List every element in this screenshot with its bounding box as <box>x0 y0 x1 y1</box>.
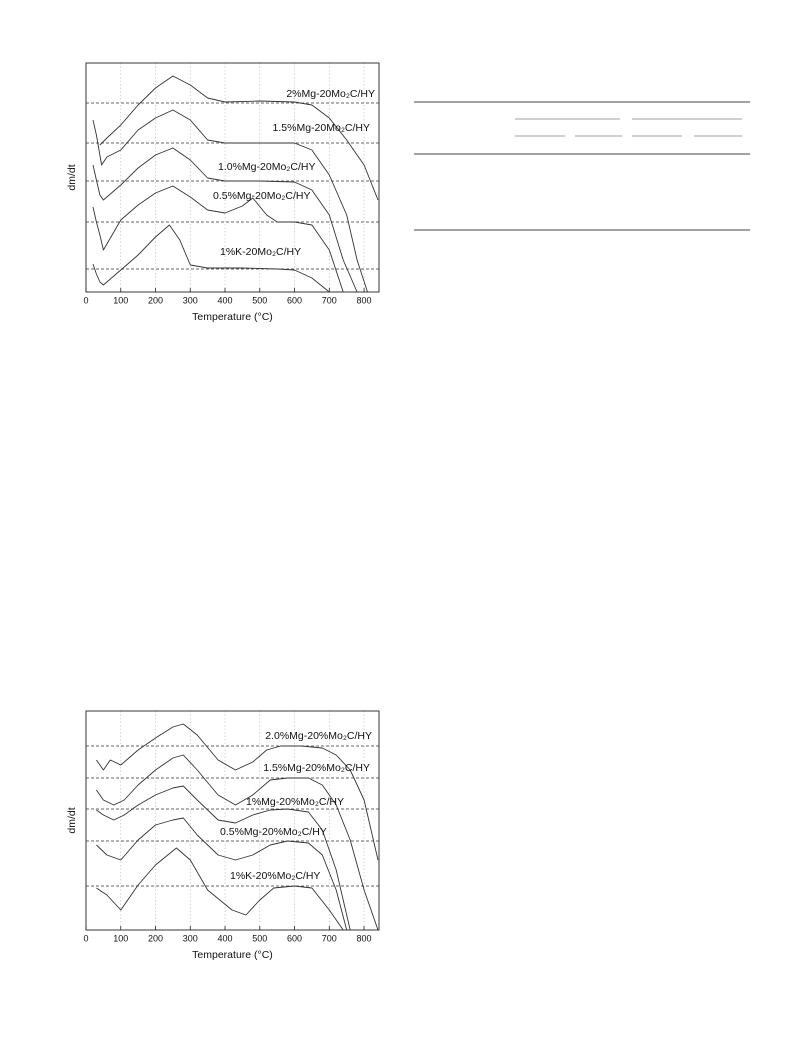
curve <box>92 185 344 292</box>
x-tick-label: 800 <box>357 933 372 943</box>
y-axis-label: dm/dt <box>66 807 78 833</box>
x-tick-label: 0 <box>83 933 88 943</box>
curve <box>96 785 351 930</box>
x-tick-label: 800 <box>357 295 372 305</box>
series-label: 1%Mg-20%Mo₂C/HY <box>246 796 344 808</box>
x-axis-label: Temperature (°C) <box>192 949 273 961</box>
x-tick-label: 600 <box>287 295 302 305</box>
plot-area <box>86 723 379 930</box>
series-label: 0.5%Mg-20Mo₂C/HY <box>213 190 310 202</box>
x-tick-label: 500 <box>252 295 267 305</box>
x-tick-label: 0 <box>83 295 88 305</box>
x-tick-label: 200 <box>148 933 163 943</box>
series-label: 2.0%Mg-20%Mo₂C/HY <box>265 730 372 742</box>
x-tick-label: 100 <box>113 295 128 305</box>
x-tick-label: 100 <box>113 933 128 943</box>
series-label: 1.5%Mg-20%Mo₂C/HY <box>263 762 370 774</box>
chart: 0 100 200 300 400 500 600 700 800 Temperature (°C… <box>66 710 380 961</box>
chart: 0 100 200 300 400 500 600 700 800 Temperature (°C… <box>66 62 380 323</box>
plot-frame <box>85 710 380 931</box>
series-label: 2%Mg-20Mo₂C/HY <box>286 88 375 100</box>
curve <box>92 109 368 292</box>
series-label: 0.5%Mg-20%Mo₂C/HY <box>220 826 327 838</box>
y-axis-label: dm/dt <box>66 164 78 190</box>
curve <box>92 224 330 292</box>
x-tick-label: 300 <box>183 933 198 943</box>
series-label: 1.5%Mg-20Mo₂C/HY <box>273 122 370 134</box>
series-label: 1.0%Mg-20Mo₂C/HY <box>218 161 315 173</box>
x-tick-label: 600 <box>287 933 302 943</box>
curve <box>99 75 379 201</box>
x-tick-label: 200 <box>148 295 163 305</box>
table-skeleton <box>414 101 750 231</box>
plot-area <box>86 75 379 292</box>
curve <box>92 147 358 292</box>
x-tick-label: 400 <box>218 295 233 305</box>
curve <box>96 723 379 861</box>
x-axis-label: Temperature (°C) <box>192 311 273 323</box>
curve <box>96 817 348 930</box>
series-label: 1%K-20%Mo₂C/HY <box>230 870 320 882</box>
curve <box>96 754 379 930</box>
x-tick-label: 700 <box>322 295 337 305</box>
curve <box>96 847 344 930</box>
x-tick-label: 400 <box>218 933 233 943</box>
plot-frame <box>85 62 380 293</box>
x-tick-label: 300 <box>183 295 198 305</box>
series-label: 1%K-20Mo₂C/HY <box>220 246 301 258</box>
x-tick-label: 500 <box>252 933 267 943</box>
x-tick-label: 700 <box>322 933 337 943</box>
